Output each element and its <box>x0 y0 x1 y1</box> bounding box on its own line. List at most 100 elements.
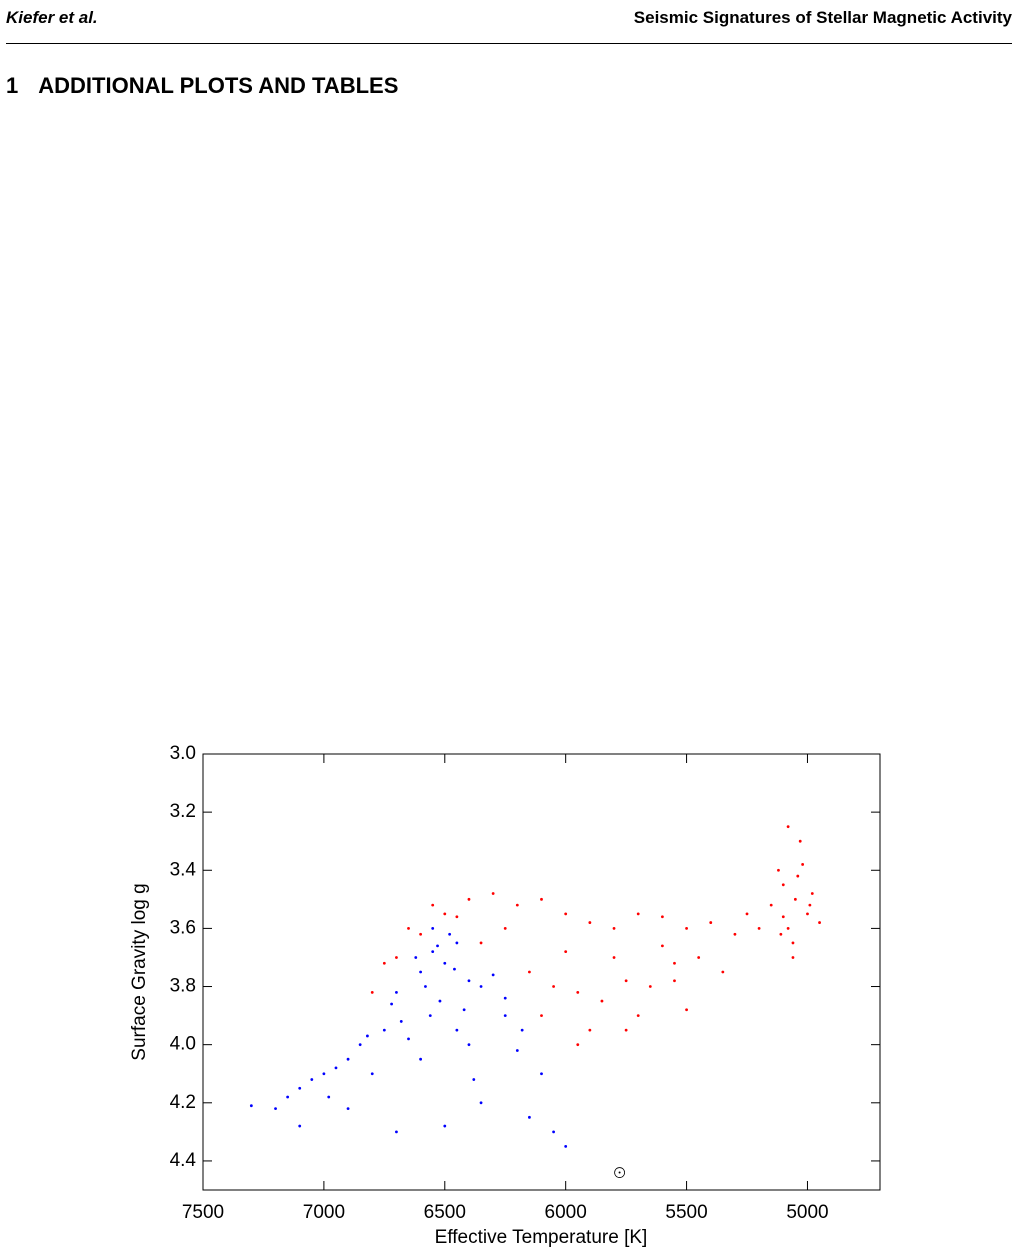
star-point <box>796 874 800 878</box>
star-point <box>390 1002 393 1006</box>
y-tick-label: 4.0 <box>170 1034 196 1055</box>
star-point <box>298 1086 302 1090</box>
star-point <box>540 1014 543 1017</box>
star-point <box>721 970 725 974</box>
star-point <box>407 927 410 930</box>
star-point <box>366 1034 369 1038</box>
star-point <box>443 912 447 916</box>
star-point <box>310 1078 314 1081</box>
star-point <box>515 1049 519 1052</box>
running-author: Kiefer et al. <box>6 8 98 27</box>
star-point <box>808 903 812 907</box>
star-point <box>745 912 749 916</box>
star-point <box>503 996 507 1000</box>
section-heading: 1 ADDITIONAL PLOTS AND TABLES <box>6 73 418 99</box>
star-point <box>540 1072 543 1076</box>
star-point <box>472 1078 476 1081</box>
star-point <box>431 950 435 954</box>
star-point <box>685 927 688 930</box>
star-point <box>503 927 507 930</box>
star-point <box>286 1095 290 1099</box>
star-point <box>612 927 616 930</box>
star-point <box>798 839 802 843</box>
star-point <box>528 970 531 974</box>
star-point <box>576 990 580 994</box>
star-point <box>455 941 459 945</box>
star-point <box>733 932 737 936</box>
star-point <box>382 1028 386 1032</box>
star-point <box>419 970 423 974</box>
y-tick-label: 3.8 <box>170 976 196 997</box>
star-point <box>453 967 456 971</box>
star-point <box>612 956 616 959</box>
star-point <box>791 956 795 959</box>
star-point <box>462 1008 466 1012</box>
star-point <box>697 956 701 959</box>
x-tick-label: 6000 <box>545 1202 587 1223</box>
plot-area <box>249 825 821 1178</box>
star-point <box>757 927 761 930</box>
star-point <box>564 950 568 954</box>
star-point <box>576 1043 580 1047</box>
x-tick-label: 7000 <box>303 1202 345 1223</box>
star-point <box>431 903 435 907</box>
star-point <box>552 1130 555 1134</box>
star-point <box>685 1008 688 1012</box>
star-point <box>660 915 664 919</box>
star-point <box>298 1124 302 1128</box>
x-axis-label: Effective Temperature [K] <box>435 1227 648 1248</box>
running-title: Seismic Signatures of Stellar Magnetic A… <box>633 8 1012 27</box>
star-point <box>600 999 604 1003</box>
star-point <box>781 915 785 919</box>
star-point <box>791 941 795 945</box>
star-point <box>407 1037 410 1041</box>
star-point <box>520 1028 524 1032</box>
y-tick-label: 3.6 <box>170 917 196 938</box>
star-point <box>395 1130 398 1134</box>
star-point <box>428 1014 432 1017</box>
star-point <box>479 941 483 945</box>
star-point <box>414 956 418 959</box>
star-point <box>673 961 676 965</box>
star-point <box>564 912 568 916</box>
star-point <box>436 944 439 948</box>
star-point <box>793 897 797 901</box>
star-point <box>515 903 519 907</box>
star-point <box>769 903 773 907</box>
star-point <box>382 961 386 965</box>
star-point <box>777 868 780 872</box>
star-point <box>346 1107 350 1111</box>
section-title: ADDITIONAL PLOTS AND TABLES <box>38 73 399 98</box>
star-point <box>419 932 423 936</box>
star-point <box>818 921 821 924</box>
star-point <box>781 883 785 887</box>
y-tick-label: 3.0 <box>170 743 196 764</box>
star-point <box>419 1057 423 1061</box>
x-tick-label: 7500 <box>182 1202 224 1223</box>
star-point <box>467 979 471 983</box>
star-point <box>370 1072 374 1076</box>
star-point <box>448 932 452 936</box>
star-point <box>660 944 664 948</box>
star-point <box>636 912 640 916</box>
star-point <box>624 979 628 983</box>
star-point <box>455 1028 459 1032</box>
star-point <box>810 892 814 895</box>
star-point <box>779 932 783 936</box>
section-number: 1 <box>6 73 19 98</box>
star-point <box>491 973 495 977</box>
y-tick-label: 4.4 <box>170 1150 197 1171</box>
x-tick-label: 6500 <box>424 1202 466 1223</box>
star-point <box>358 1043 362 1047</box>
star-point <box>399 1020 403 1023</box>
star-point <box>467 897 471 901</box>
star-point <box>491 892 495 895</box>
star-point <box>786 927 790 930</box>
star-point <box>648 985 652 988</box>
star-point <box>709 921 713 924</box>
star-point <box>673 979 676 983</box>
plot-frame <box>202 753 881 1191</box>
star-point <box>443 961 447 965</box>
